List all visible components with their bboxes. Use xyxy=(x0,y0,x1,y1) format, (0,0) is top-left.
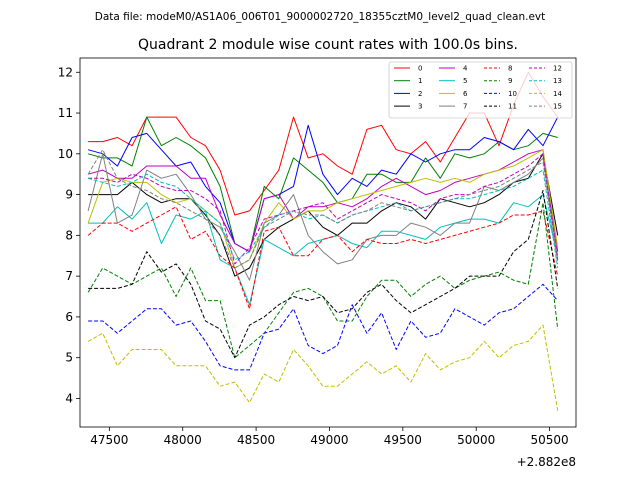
series-line-2 xyxy=(87,116,559,253)
data-file-label: Data file: modeM0/AS1A06_006T01_90000027… xyxy=(95,11,546,23)
legend-label-2: 2 xyxy=(418,90,422,98)
x-tick-label: 50000 xyxy=(457,433,495,447)
x-offset-label: +2.882e8 xyxy=(517,455,576,469)
x-axis: 47500 48000 48500 49000 49500 50000 50500 xyxy=(90,427,569,447)
series-line-15 xyxy=(87,149,559,269)
legend-label-6: 6 xyxy=(463,90,468,98)
legend-label-9: 9 xyxy=(508,77,512,85)
y-tick-label: 9 xyxy=(65,188,73,202)
series-layer xyxy=(87,71,559,411)
axes-frame xyxy=(79,57,577,428)
y-tick-label: 11 xyxy=(58,106,73,120)
legend-label-0: 0 xyxy=(418,65,422,73)
series-line-14 xyxy=(87,324,559,411)
y-tick-label: 6 xyxy=(65,310,73,324)
x-tick-label: 49000 xyxy=(310,433,348,447)
series-line-7 xyxy=(87,153,559,281)
legend-label-7: 7 xyxy=(463,103,467,111)
y-tick-label: 10 xyxy=(58,147,73,161)
x-tick-label: 50500 xyxy=(530,433,568,447)
plot-area xyxy=(79,57,577,428)
legend-label-4: 4 xyxy=(463,65,468,73)
y-tick-label: 5 xyxy=(65,351,73,365)
legend-label-14: 14 xyxy=(553,90,562,98)
chart-title: Quadrant 2 module wise count rates with … xyxy=(138,37,518,53)
series-line-5 xyxy=(88,194,559,306)
legend-label-13: 13 xyxy=(553,77,562,85)
series-line-11 xyxy=(88,190,559,359)
y-tick-label: 4 xyxy=(65,391,73,405)
series-line-10 xyxy=(88,283,559,371)
legend-label-5: 5 xyxy=(463,77,467,85)
series-line-6 xyxy=(87,149,559,269)
series-line-1 xyxy=(87,116,558,253)
series-line-8 xyxy=(87,206,559,310)
x-tick-label: 49500 xyxy=(384,433,422,447)
y-axis: 4 5 6 7 8 9 10 11 12 xyxy=(58,65,80,405)
series-line-3 xyxy=(88,153,559,277)
y-tick-label: 12 xyxy=(58,65,73,79)
y-tick-label: 7 xyxy=(65,269,73,283)
legend-label-11: 11 xyxy=(508,103,517,111)
legend-label-12: 12 xyxy=(553,65,562,73)
legend-label-10: 10 xyxy=(508,90,517,98)
legend-label-15: 15 xyxy=(553,103,562,111)
x-tick-label: 48000 xyxy=(164,433,202,447)
x-tick-label: 47500 xyxy=(90,433,128,447)
series-line-12 xyxy=(88,153,559,265)
y-tick-label: 8 xyxy=(65,228,73,242)
legend-label-3: 3 xyxy=(418,103,422,111)
x-tick-label: 48500 xyxy=(237,433,275,447)
series-line-4 xyxy=(87,149,559,253)
legend-label-1: 1 xyxy=(418,77,422,85)
legend-box xyxy=(388,61,573,119)
legend-label-8: 8 xyxy=(508,65,512,73)
series-line-9 xyxy=(87,202,559,359)
